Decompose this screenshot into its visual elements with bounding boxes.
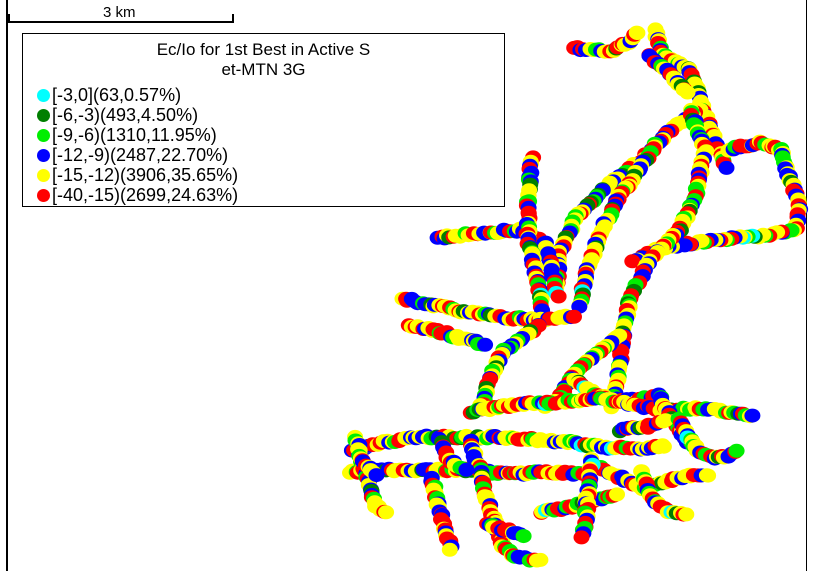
- scale-tick-right: [232, 14, 234, 23]
- legend-item-label: [-15,-12)(3906,35.65%): [52, 164, 239, 185]
- legend-item-label: [-12,-9)(2487,22.70%): [52, 144, 229, 165]
- measurement-dot: [368, 468, 385, 483]
- legend-item-label: [-40,-15)(2699,24.63%): [52, 184, 239, 205]
- scale-tick-left: [8, 14, 10, 23]
- drive-route: [472, 318, 547, 417]
- measurement-dot: [679, 85, 696, 100]
- legend-items: [-3,0](63,0.57%) [-6,-3)(493,4.50%) [-9,…: [37, 85, 238, 205]
- measurement-dot: [515, 529, 532, 544]
- measurement-dot: [728, 443, 745, 458]
- measurement-dot: [655, 439, 672, 454]
- drive-route: [430, 431, 475, 477]
- legend-item: [-3,0](63,0.57%): [37, 85, 238, 105]
- measurement-dot: [624, 254, 641, 269]
- measurement-dot: [718, 160, 735, 175]
- drive-route: [462, 390, 761, 424]
- measurement-dot: [657, 413, 674, 428]
- drive-route: [670, 411, 745, 466]
- drive-route: [400, 318, 494, 352]
- legend-item-label: [-6,-3)(493,4.50%): [52, 104, 199, 125]
- legend-swatch-icon: [37, 128, 50, 142]
- legend-swatch-icon: [37, 148, 50, 162]
- legend-swatch-icon: [37, 188, 50, 202]
- map-frame-right: [806, 0, 807, 571]
- drive-route: [624, 134, 809, 269]
- drive-route: [463, 433, 549, 568]
- drive-route: [518, 150, 551, 318]
- legend-item: [-40,-15)(2699,24.63%): [37, 185, 238, 205]
- measurement-dot: [678, 507, 695, 522]
- measurement-dot: [532, 552, 549, 567]
- measurement-dot: [477, 337, 494, 352]
- drive-route: [571, 141, 662, 314]
- legend-title: Ec/Io for 1st Best in Active S et-MTN 3G: [23, 40, 504, 80]
- drive-route: [641, 48, 696, 100]
- legend-item: [-15,-12)(3906,35.65%): [37, 165, 238, 185]
- measurement-dot: [566, 309, 582, 324]
- legend-swatch-icon: [37, 168, 50, 182]
- legend-swatch-icon: [37, 108, 50, 122]
- drive-route: [603, 102, 715, 415]
- measurement-dot: [573, 530, 590, 545]
- drive-route: [633, 464, 695, 522]
- measurement-dot: [378, 505, 395, 520]
- measurement-dot: [609, 487, 625, 502]
- scale-line: [8, 21, 234, 23]
- scale-label: 3 km: [103, 4, 136, 21]
- measurement-dot: [700, 468, 717, 483]
- drive-route: [347, 429, 385, 483]
- drive-route: [566, 25, 646, 59]
- drive-route: [611, 413, 674, 439]
- legend-title-line2: et-MTN 3G: [221, 60, 306, 79]
- scale-bar: 3 km: [8, 4, 236, 30]
- legend-item-label: [-3,0](63,0.57%): [52, 84, 182, 105]
- measurement-dot: [458, 462, 475, 477]
- measurement-dot: [550, 289, 567, 304]
- legend-item-label: [-9,-6)(1310,11.95%): [52, 124, 217, 145]
- map-frame-left: [6, 0, 8, 571]
- drive-route: [394, 291, 582, 328]
- drive-route: [479, 516, 532, 544]
- legend-item: [-6,-3)(493,4.50%): [37, 105, 238, 125]
- legend: Ec/Io for 1st Best in Active S et-MTN 3G…: [22, 33, 505, 207]
- measurement-dot: [744, 408, 761, 423]
- legend-title-line1: Ec/Io for 1st Best in Active S: [156, 40, 371, 59]
- legend-swatch-icon: [37, 88, 50, 102]
- legend-item: [-9,-6)(1310,11.95%): [37, 125, 238, 145]
- measurement-dot: [629, 26, 646, 40]
- drive-route: [423, 470, 460, 557]
- legend-item: [-12,-9)(2487,22.70%): [37, 145, 238, 165]
- measurement-dot: [441, 542, 458, 557]
- drive-route: [573, 452, 601, 545]
